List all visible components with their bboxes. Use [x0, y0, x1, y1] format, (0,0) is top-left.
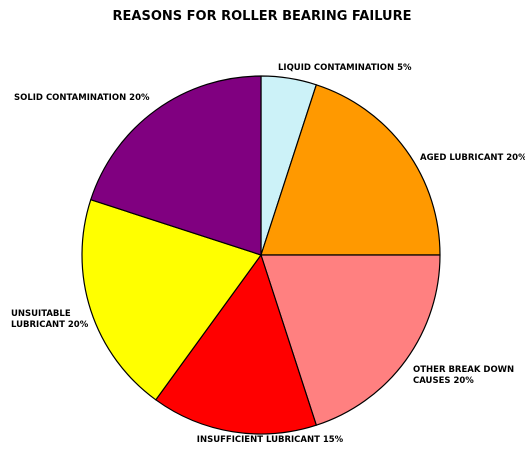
pie-slice-other-break-down-causes	[260, 254, 441, 426]
pie-slice-insufficient-lubricant	[155, 254, 317, 435]
slice-label-other-break-down-causes: OTHER BREAK DOWN CAUSES 20%	[413, 365, 514, 386]
slice-label-solid-contamination: SOLID CONTAMINATION 20%	[14, 93, 150, 103]
slice-label-liquid-contamination: LIQUID CONTAMINATION 5%	[278, 63, 412, 73]
slice-labels: LIQUID CONTAMINATION 5% AGED LUBRICANT 20…	[11, 63, 525, 445]
slice-label-aged-lubricant: AGED LUBRICANT 20%	[420, 153, 525, 163]
slice-label-unsuitable-lubricant: UNSUITABLE LUBRICANT 20%	[11, 309, 89, 330]
pie-slice-aged-lubricant	[260, 84, 441, 256]
pie-slice-unsuitable-lubricant	[81, 199, 262, 401]
pie-slice-solid-contamination	[90, 75, 262, 256]
chart-title: REASONS FOR ROLLER BEARING FAILURE	[113, 9, 412, 24]
slice-label-insufficient-lubricant: INSUFFICIENT LUBRICANT 15%	[197, 435, 344, 445]
pie-slices	[81, 75, 441, 435]
